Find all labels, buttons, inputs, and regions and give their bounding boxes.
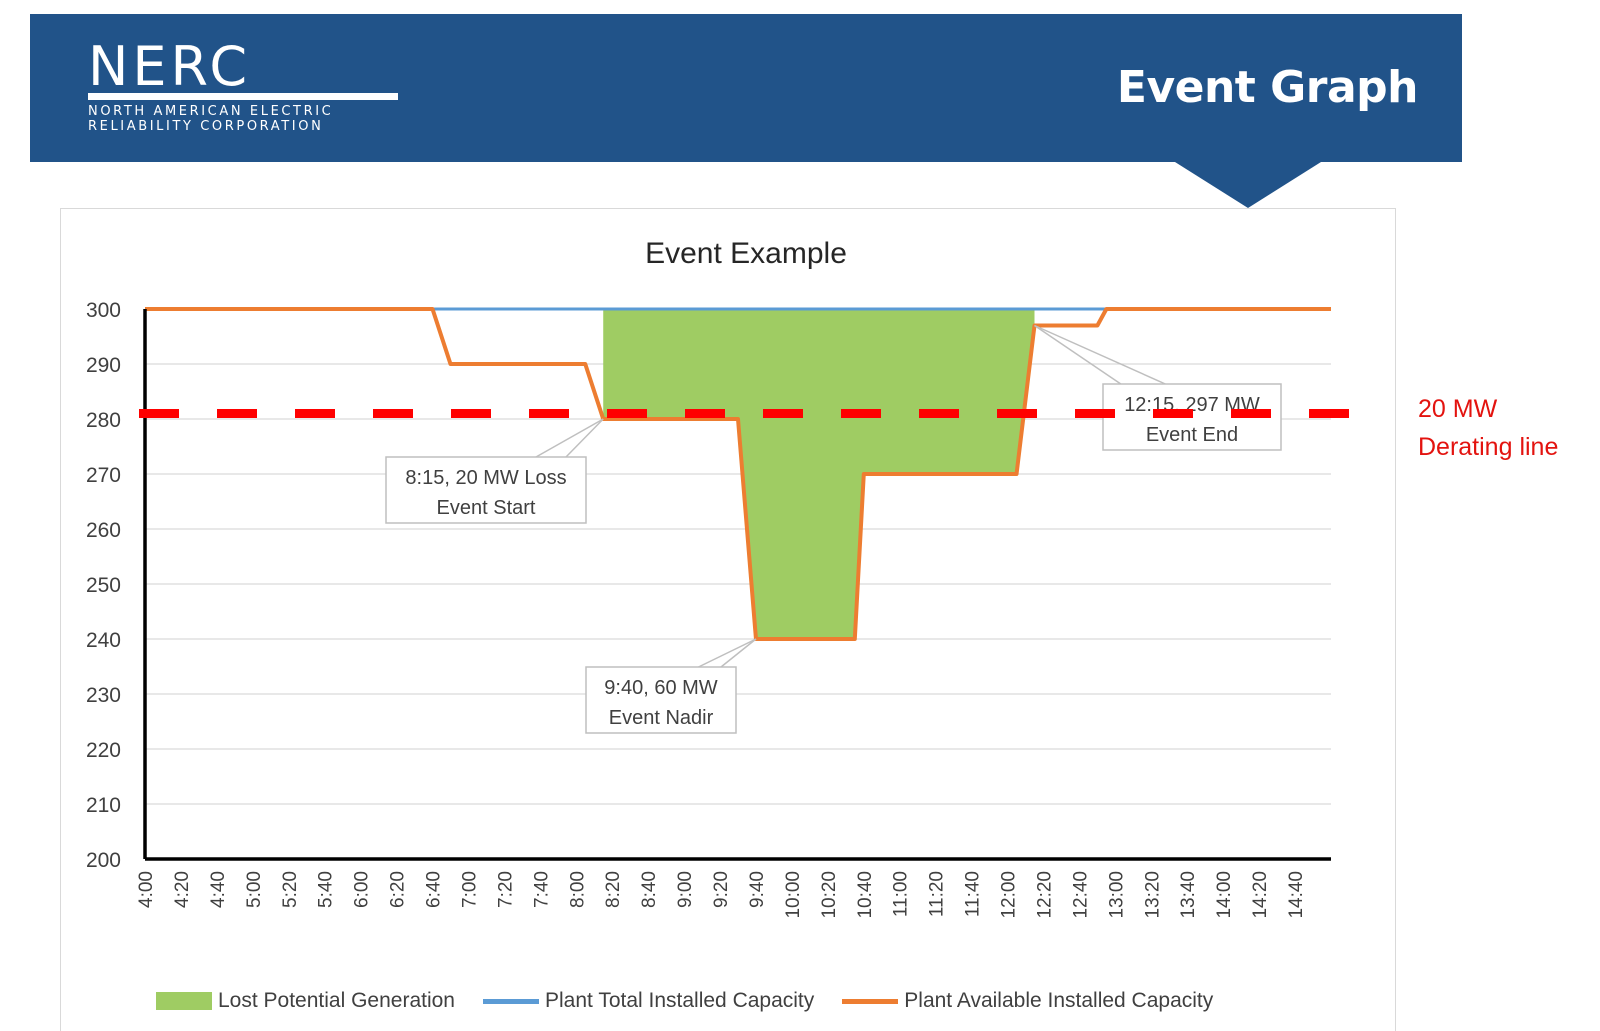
legend-item-total-capacity: Plant Total Installed Capacity (483, 989, 814, 1013)
x-tick-label-11-00: 11:00 (891, 871, 912, 917)
x-tick-label-9-40: 9:40 (747, 871, 768, 908)
x-tick-label-14-20: 14:20 (1250, 871, 1271, 919)
x-tick-label-11-20: 11:20 (927, 871, 948, 917)
x-tick-label-8-40: 8:40 (639, 871, 660, 908)
legend-swatch-total-capacity (483, 998, 539, 1004)
series-line-available-capacity (145, 307, 1331, 641)
nerc-logo: NERC NORTH AMERICAN ELECTRIC RELIABILITY… (88, 36, 400, 146)
x-tick-label-8-00: 8:00 (567, 871, 588, 908)
x-tick-label-9-00: 9:00 (675, 871, 696, 908)
event-chart: Event Example 200 210 220 230 240 250 260 270 280… (86, 237, 1359, 919)
x-tick-label-8-20: 8:20 (603, 871, 624, 908)
logo-rule (88, 93, 398, 100)
header-banner-notch (1175, 162, 1321, 208)
legend-item-available-capacity: Plant Available Installed Capacity (842, 989, 1213, 1013)
x-tick-label-12-40: 12:40 (1070, 871, 1091, 919)
x-tick-label-13-20: 13:20 (1142, 871, 1163, 919)
y-tick-label-250: 250 (86, 574, 121, 597)
chart-legend: Lost Potential Generation Plant Total In… (156, 988, 1241, 1014)
x-tick-label-4-20: 4:20 (172, 871, 193, 908)
legend-label-available-capacity: Plant Available Installed Capacity (904, 989, 1214, 1012)
annotation-leader-b-3 (1034, 324, 1166, 385)
annotation-leader-1 (535, 418, 604, 458)
y-tick-label-210: 210 (86, 794, 121, 817)
x-tick-label-5-20: 5:20 (280, 871, 301, 908)
x-tick-label-12-20: 12:20 (1034, 871, 1055, 919)
y-tick-label-270: 270 (86, 464, 121, 487)
chart-title: Event Example (645, 237, 847, 270)
x-tick-label-13-40: 13:40 (1178, 871, 1199, 919)
annotation-line1-2: 9:40, 60 MW (604, 677, 718, 699)
annotation-line2-1: Event Start (437, 497, 536, 519)
annotation-line2-3: Event End (1146, 424, 1238, 446)
annotation-line1-1: 8:15, 20 MW Loss (405, 467, 566, 489)
x-tick-label-6-40: 6:40 (424, 871, 445, 908)
y-tick-label-240: 240 (86, 629, 121, 652)
x-tick-label-7-00: 7:00 (459, 871, 480, 908)
y-tick-label-230: 230 (86, 684, 121, 707)
y-tick-label-220: 220 (86, 739, 121, 762)
y-tick-label-200: 200 (86, 849, 121, 872)
annotation-leader-2 (698, 638, 757, 668)
x-tick-label-9-20: 9:20 (711, 871, 732, 908)
logo-subtitle-line2: RELIABILITY CORPORATION (88, 119, 324, 134)
lost-generation-area (603, 309, 1035, 639)
x-tick-label-4-40: 4:40 (208, 871, 229, 908)
y-tick-label-280: 280 (86, 409, 121, 432)
x-tick-label-7-40: 7:40 (531, 871, 552, 908)
annotation-box-1 (385, 456, 587, 524)
x-tick-label-10-40: 10:40 (855, 871, 876, 919)
x-tick-label-13-00: 13:00 (1106, 871, 1127, 919)
legend-swatch-lost-generation (156, 992, 212, 1010)
x-tick-label-12-00: 12:00 (999, 871, 1020, 919)
legend-item-lost-generation: Lost Potential Generation (156, 989, 455, 1013)
x-tick-label-5-00: 5:00 (244, 871, 265, 908)
x-tick-label-7-20: 7:20 (495, 871, 516, 908)
logo-subtitle: NORTH AMERICAN ELECTRIC RELIABILITY CORP… (88, 104, 408, 134)
annotation-leader-b-1 (565, 418, 604, 458)
x-tick-label-5-40: 5:40 (316, 871, 337, 908)
y-tick-label-260: 260 (86, 519, 121, 542)
x-tick-label-4-00: 4:00 (136, 871, 157, 908)
annotation-box-2 (585, 666, 737, 734)
x-tick-label-14-40: 14:40 (1286, 871, 1307, 919)
x-tick-label-10-00: 10:00 (783, 871, 804, 919)
y-tick-label-290: 290 (86, 354, 121, 377)
legend-label-lost-generation: Lost Potential Generation (218, 989, 455, 1012)
annotation-leader-3 (1034, 324, 1122, 385)
derating-note: 20 MW Derating line (1418, 390, 1598, 466)
header-banner (30, 14, 1462, 162)
x-tick-label-6-00: 6:00 (352, 871, 373, 908)
logo-name: NERC (88, 35, 252, 98)
derating-note-line2: Derating line (1418, 433, 1559, 461)
legend-label-total-capacity: Plant Total Installed Capacity (545, 989, 815, 1012)
x-tick-label-11-40: 11:40 (963, 871, 984, 917)
x-tick-label-6-20: 6:20 (388, 871, 409, 908)
annotation-leader-b-2 (720, 638, 757, 668)
annotation-line2-2: Event Nadir (609, 707, 714, 729)
logo-subtitle-line1: NORTH AMERICAN ELECTRIC (88, 104, 334, 119)
derating-note-line1: 20 MW (1418, 395, 1498, 423)
x-tick-label-14-00: 14:00 (1214, 871, 1235, 919)
y-tick-label-300: 300 (86, 299, 121, 322)
legend-swatch-available-capacity (842, 998, 899, 1004)
x-tick-label-10-20: 10:20 (819, 871, 840, 919)
chart-card: Event Example 200 210 220 230 240 250 260 270 280… (60, 208, 1396, 1031)
page-title: Event Graph (1116, 62, 1419, 113)
